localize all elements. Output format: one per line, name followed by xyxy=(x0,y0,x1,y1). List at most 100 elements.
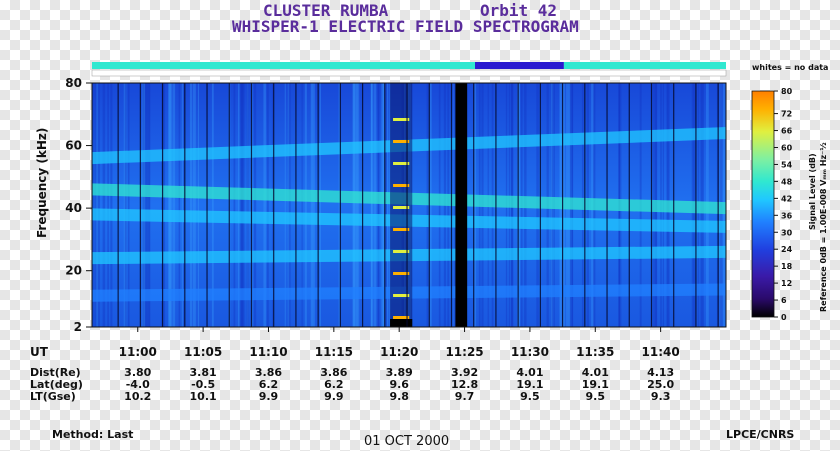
texture-stripe xyxy=(385,83,387,327)
texture-stripe xyxy=(377,83,379,327)
ephemeris-value: 9.3 xyxy=(651,390,671,403)
texture-stripe xyxy=(241,83,244,327)
burst-mark xyxy=(393,184,410,187)
texture-stripe xyxy=(168,83,172,327)
x-tick-label: 11:05 xyxy=(184,345,222,359)
texture-stripe xyxy=(163,83,166,327)
texture-stripe xyxy=(381,83,385,327)
ephemeris-value: 3.89 xyxy=(386,366,413,379)
burst-floor xyxy=(390,319,413,327)
ephemeris-value: 4.01 xyxy=(582,366,609,379)
ephemeris-value: 9.5 xyxy=(586,390,606,403)
texture-stripe xyxy=(107,83,109,327)
data-coverage-bar xyxy=(92,62,726,69)
texture-stripe xyxy=(170,83,173,327)
panel-frame xyxy=(91,82,727,328)
texture-stripe xyxy=(287,83,290,327)
data-bar-note: whites = no data xyxy=(752,63,828,72)
texture-stripe xyxy=(253,83,257,327)
ephemeris-value: 9.9 xyxy=(259,390,279,403)
ephemeris-value: 3.86 xyxy=(320,366,347,379)
texture-stripe xyxy=(168,83,171,327)
colorbar-tick-label: 80 xyxy=(781,87,793,96)
colorbar-ticks: 0 6 12 18 24 30 36 42 48 54 60 66 72 80 xyxy=(774,87,793,322)
y-tick-label: 2 xyxy=(74,320,82,334)
title-left: CLUSTER RUMBA xyxy=(263,1,389,20)
texture-stripe xyxy=(197,83,199,327)
texture-stripe xyxy=(94,83,97,327)
ephemeris-value: 10.1 xyxy=(190,390,217,403)
burst-mark xyxy=(393,162,410,165)
colorbar-tick-label: 6 xyxy=(781,296,787,305)
x-tick-label: 11:20 xyxy=(380,345,418,359)
burst-mark xyxy=(393,228,410,231)
texture-stripe xyxy=(246,83,249,327)
x-axis-ticks: 11:00 11:05 11:10 11:15 11:20 11:25 11:30 11:35… xyxy=(119,327,680,359)
texture-stripe xyxy=(247,83,249,327)
texture-stripe xyxy=(352,83,355,327)
colorbar-tick-label: 42 xyxy=(781,194,792,203)
ephemeris-value: 3.86 xyxy=(255,366,282,379)
ephemeris-row-label: Lat(deg) xyxy=(30,378,83,391)
texture-stripe xyxy=(178,83,180,327)
y-tick-label: 20 xyxy=(65,264,82,278)
colorbar-tick-label: 24 xyxy=(781,245,793,254)
y-axis-label: Frequency (kHz) xyxy=(35,128,49,238)
ephemeris-value: 9.6 xyxy=(389,378,409,391)
burst-mark xyxy=(393,206,410,209)
colorbar-tick-label: 12 xyxy=(781,279,792,288)
burst-mark xyxy=(393,294,410,297)
texture-stripe xyxy=(353,83,356,327)
texture-stripe xyxy=(92,83,95,327)
spectrogram-bands xyxy=(92,83,726,327)
texture-stripe xyxy=(371,83,373,327)
ephemeris-value: -4.0 xyxy=(126,378,150,391)
ephemeris-row-label: LT(Gse) xyxy=(30,390,76,403)
ephemeris-value: 9.9 xyxy=(324,390,344,403)
credit-label: LPCE/CNRS xyxy=(726,428,794,441)
colorbar-reference: Reference 0dB = 1.00E-008 Vₘₘ Hz⁻½ xyxy=(818,142,828,312)
colorbar-tick-label: 66 xyxy=(781,127,793,136)
texture-stripe xyxy=(311,83,315,327)
texture-stripe xyxy=(389,83,391,327)
texture-stripe xyxy=(143,83,145,327)
texture-stripe xyxy=(172,83,176,327)
ephemeris-value: 19.1 xyxy=(516,378,543,391)
texture-stripe xyxy=(211,83,214,327)
texture-stripe xyxy=(127,83,130,327)
colorbar-tick-label: 54 xyxy=(781,160,793,169)
ephemeris-value: 9.5 xyxy=(520,390,540,403)
ephemeris-table: Dist(Re) 3.80 3.81 3.86 3.86 3.89 3.92 4.01 4.01… xyxy=(30,366,675,403)
data-bar-segment-1 xyxy=(475,62,564,69)
colorbar-tick-label: 18 xyxy=(781,262,793,271)
colorbar-tick-label: 60 xyxy=(781,144,793,153)
colorbar-tick-label: 72 xyxy=(781,110,792,119)
x-tick-label: 11:10 xyxy=(249,345,287,359)
texture-stripe xyxy=(353,83,356,327)
data-gap-bar xyxy=(455,83,468,327)
x-tick-label: 11:00 xyxy=(119,345,157,359)
x-tick-label: 11:30 xyxy=(511,345,549,359)
texture-stripe xyxy=(382,83,386,327)
ephemeris-value: 3.80 xyxy=(124,366,151,379)
texture-stripe xyxy=(97,83,100,327)
texture-stripe xyxy=(386,83,389,327)
colorbar-tick-label: 0 xyxy=(781,313,787,322)
texture-stripe xyxy=(233,83,236,327)
burst-mark xyxy=(393,250,410,253)
ephemeris-value: 3.92 xyxy=(451,366,478,379)
texture-stripe xyxy=(144,83,146,327)
title-instrument: WHISPER-1 ELECTRIC FIELD SPECTROGRAM xyxy=(232,17,579,36)
ephemeris-value: 19.1 xyxy=(582,378,609,391)
texture-stripe xyxy=(148,83,151,327)
texture-stripe xyxy=(141,83,145,327)
colorbar-tick-label: 48 xyxy=(781,177,793,186)
texture-stripe xyxy=(355,83,358,327)
ephemeris-value: 9.8 xyxy=(389,390,409,403)
texture-stripe xyxy=(377,83,380,327)
colorbar xyxy=(751,90,775,318)
x-tick-label: 11:15 xyxy=(315,345,353,359)
texture-stripe xyxy=(147,83,150,327)
texture-stripe xyxy=(356,83,360,327)
